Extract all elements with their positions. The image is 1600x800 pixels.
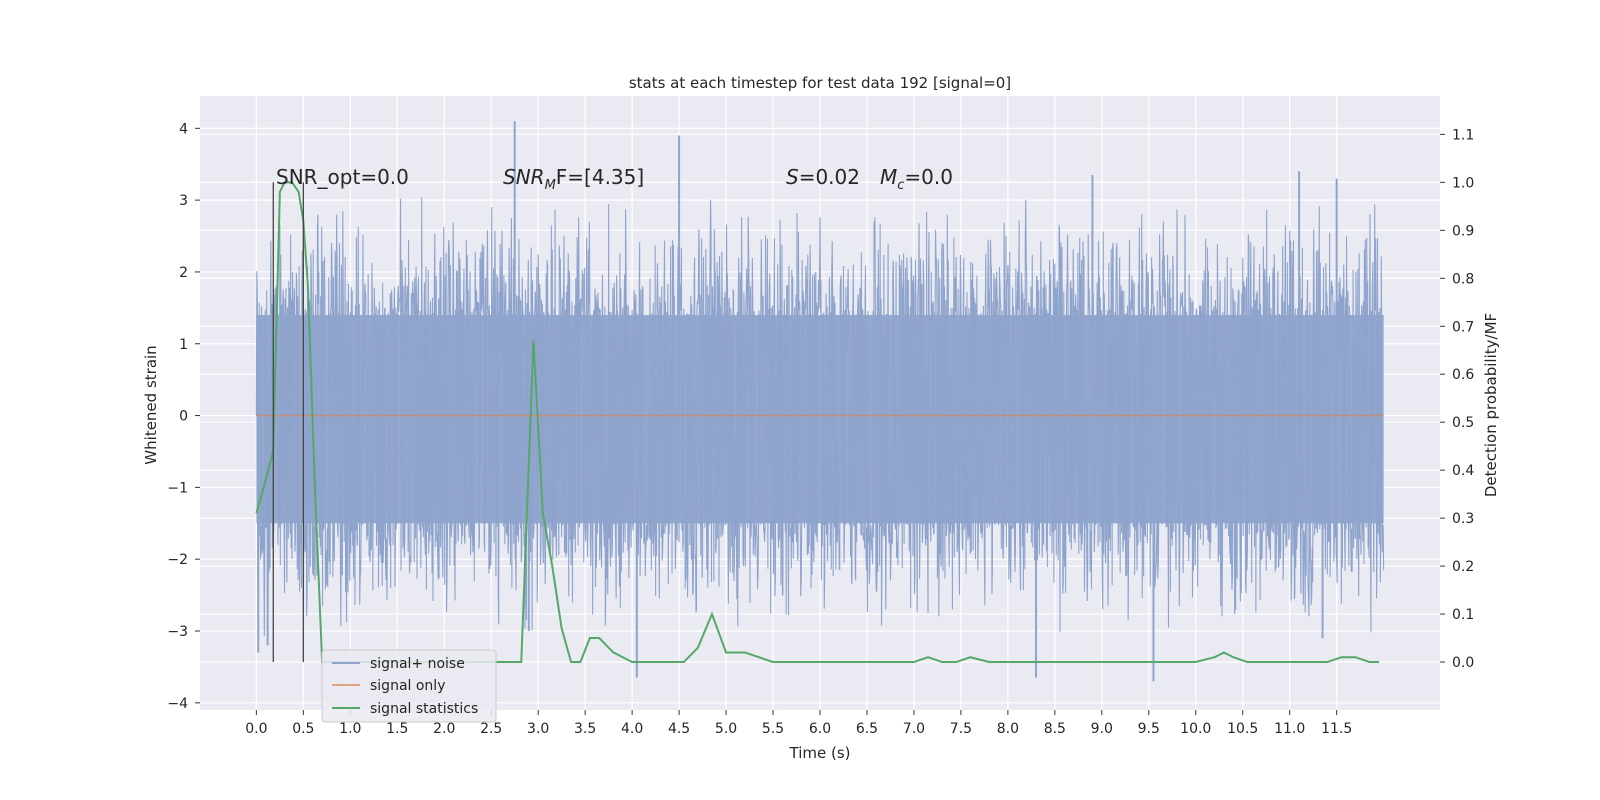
mc-subscript: c bbox=[897, 178, 904, 193]
x-tick-label: 5.0 bbox=[715, 721, 737, 737]
x-tick-label: 0.0 bbox=[245, 721, 267, 737]
x-axis-label: Time (s) bbox=[789, 744, 851, 762]
x-tick-label: 7.0 bbox=[903, 721, 925, 737]
y-axis-right: 1.1 1.0 0.9 0.8 0.7 0.6 0.5 0.4 0.3 0.2 0.1 0.0 bbox=[1440, 127, 1474, 671]
x-tick-label: 5.5 bbox=[762, 721, 784, 737]
chart-title: stats at each timestep for test data 192… bbox=[629, 74, 1011, 92]
x-tick-label: 9.5 bbox=[1138, 721, 1160, 737]
y2-tick-label: 0.5 bbox=[1452, 415, 1474, 431]
x-tick-label: 3.5 bbox=[574, 721, 596, 737]
legend-label-noise: signal+ noise bbox=[370, 656, 465, 672]
y-tick-label: 1 bbox=[179, 337, 188, 353]
y-tick-label: 0 bbox=[179, 409, 188, 425]
mc-value: =0.0 bbox=[904, 165, 953, 189]
y-tick-label: −2 bbox=[167, 552, 188, 568]
legend: signal+ noise signal only signal statist… bbox=[321, 649, 497, 723]
vertical-markers bbox=[272, 182, 304, 663]
y-tick-label: −4 bbox=[167, 696, 188, 712]
y-tick-label: 3 bbox=[179, 193, 188, 209]
y-tick-label: 2 bbox=[179, 265, 188, 281]
x-axis: 0.0 0.5 1.0 1.5 2.0 2.5 3.0 3.5 4.0 4.5 5.0 5.5 6.0 6… bbox=[245, 710, 1352, 737]
s-symbol: S bbox=[786, 165, 799, 189]
y2-axis-label: Detection probability/MF bbox=[1482, 313, 1500, 497]
annotation-snr-opt: SNR_opt=0.0 bbox=[276, 165, 409, 189]
y-axis-label: Whitened strain bbox=[142, 345, 160, 464]
x-tick-label: 1.0 bbox=[339, 721, 361, 737]
x-tick-label: 6.0 bbox=[809, 721, 831, 737]
snr-mf-subscript: M bbox=[545, 178, 556, 193]
x-tick-label: 0.5 bbox=[292, 721, 314, 737]
y2-tick-label: 1.1 bbox=[1452, 127, 1474, 143]
x-tick-label: 8.0 bbox=[997, 721, 1019, 737]
y2-tick-label: 0.8 bbox=[1452, 271, 1474, 287]
legend-label-signal: signal only bbox=[370, 678, 445, 694]
x-tick-label: 4.0 bbox=[621, 721, 643, 737]
s-value: =0.02 bbox=[799, 165, 860, 189]
annotation-s: S=0.02 bbox=[786, 165, 860, 189]
snr-mf-value: F=[4.35] bbox=[556, 165, 644, 189]
y2-tick-label: 0.6 bbox=[1452, 367, 1474, 383]
y-tick-label: −3 bbox=[167, 624, 188, 640]
y2-tick-label: 0.3 bbox=[1452, 511, 1474, 527]
y2-tick-label: 0.4 bbox=[1452, 463, 1474, 479]
signal-noise-series bbox=[255, 121, 1385, 682]
snr-mf-symbol: SNR bbox=[503, 165, 545, 189]
y-axis-left: 4 3 2 1 0 −1 −2 −3 −4 bbox=[167, 121, 200, 712]
x-tick-label: 7.5 bbox=[950, 721, 972, 737]
x-tick-label: 11.5 bbox=[1321, 721, 1352, 737]
x-tick-label: 2.5 bbox=[480, 721, 502, 737]
x-tick-label: 10.0 bbox=[1180, 721, 1211, 737]
x-tick-label: 4.5 bbox=[668, 721, 690, 737]
y2-tick-label: 0.1 bbox=[1452, 607, 1474, 623]
x-tick-label: 10.5 bbox=[1227, 721, 1258, 737]
x-tick-label: 3.0 bbox=[527, 721, 549, 737]
series-layer bbox=[255, 181, 1384, 664]
x-tick-label: 1.5 bbox=[386, 721, 408, 737]
legend-label-stats: signal statistics bbox=[370, 701, 478, 717]
mc-symbol: M bbox=[880, 165, 897, 189]
noise-line bbox=[255, 197, 1385, 637]
y2-tick-label: 0.2 bbox=[1452, 559, 1474, 575]
y2-tick-label: 1.0 bbox=[1452, 175, 1474, 191]
y2-tick-label: 0.0 bbox=[1452, 655, 1474, 671]
y-tick-label: 4 bbox=[179, 121, 188, 137]
y-tick-label: −1 bbox=[167, 480, 188, 496]
x-tick-label: 9.0 bbox=[1091, 721, 1113, 737]
x-tick-label: 6.5 bbox=[856, 721, 878, 737]
legend-box bbox=[321, 649, 497, 723]
annotation-snr-mf: SNRMF=[4.35] bbox=[503, 165, 644, 193]
x-tick-label: 8.5 bbox=[1044, 721, 1066, 737]
x-tick-label: 11.0 bbox=[1274, 721, 1305, 737]
y2-tick-label: 0.7 bbox=[1452, 319, 1474, 335]
signal-statistics-line bbox=[255, 181, 1379, 664]
annotation-mc: Mc=0.0 bbox=[880, 165, 953, 193]
y2-tick-label: 0.9 bbox=[1452, 223, 1474, 239]
x-tick-label: 2.0 bbox=[433, 721, 455, 737]
